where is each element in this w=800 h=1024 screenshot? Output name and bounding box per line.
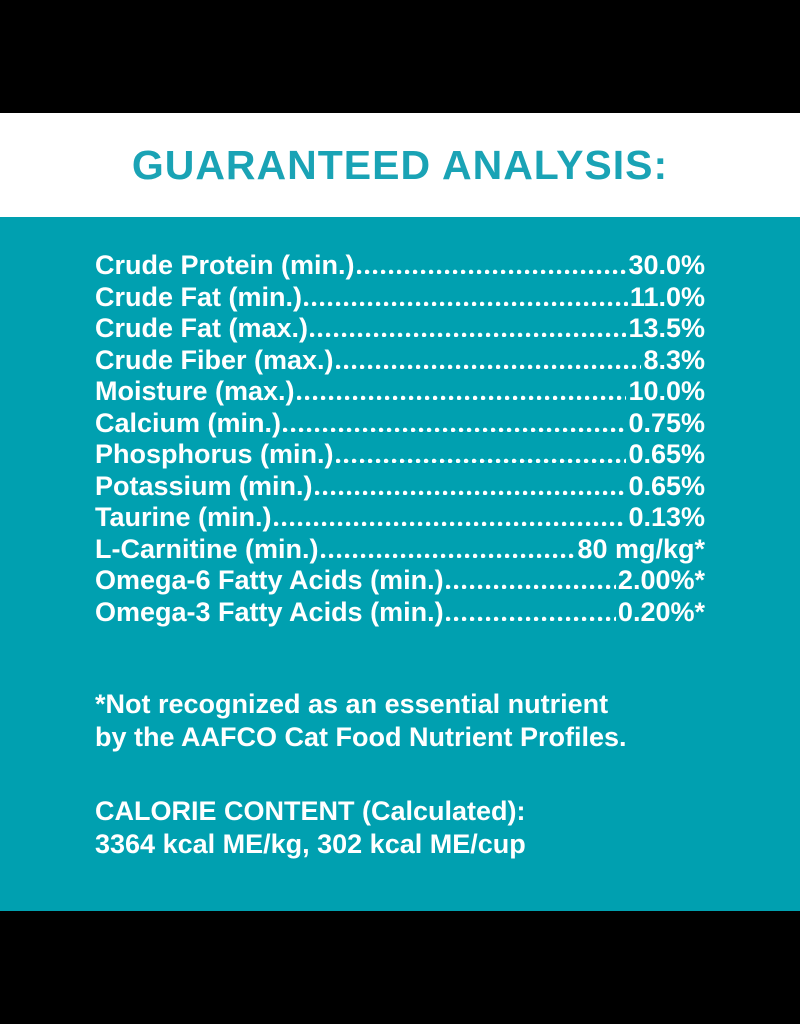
dot-leader bbox=[314, 488, 627, 495]
nutrient-value: 0.20%* bbox=[617, 596, 705, 627]
nutrient-label: Phosphorus (min.) bbox=[95, 439, 334, 469]
bottom-black-bar bbox=[0, 911, 800, 1024]
nutrient-value: 0.65% bbox=[628, 470, 705, 501]
table-row: Omega-6 Fatty Acids (min.) 2.00%* bbox=[95, 565, 705, 597]
calorie-content: CALORIE CONTENT (Calculated): 3364 kcal … bbox=[95, 795, 705, 861]
nutrient-label: Omega-6 Fatty Acids (min.) bbox=[95, 565, 444, 595]
table-row: Phosphorus (min.) 0.65% bbox=[95, 439, 705, 471]
dot-leader bbox=[445, 583, 616, 589]
footnote: *Not recognized as an essential nutrient… bbox=[95, 688, 705, 754]
dot-leader bbox=[320, 551, 576, 558]
nutrient-label: Taurine (min.) bbox=[95, 502, 272, 532]
nutrient-table: Crude Protein (min.) 30.0% Crude Fat (mi… bbox=[95, 250, 705, 628]
nutrient-label: Calcium (min.) bbox=[95, 407, 282, 438]
table-row: Crude Fiber (max.) 8.3% bbox=[95, 345, 705, 377]
footnote-line-1: *Not recognized as an essential nutrient bbox=[95, 689, 609, 719]
nutrient-label: L-Carnitine (min.) bbox=[95, 533, 319, 564]
guaranteed-analysis-title: GUARANTEED ANALYSIS: bbox=[131, 141, 669, 188]
dot-leader bbox=[273, 520, 627, 526]
nutrient-label: Crude Fat (max.) bbox=[95, 313, 309, 343]
nutrient-value: 30.0% bbox=[628, 250, 705, 280]
nutrient-value: 8.3% bbox=[643, 344, 705, 375]
dot-leader bbox=[335, 362, 642, 369]
nutrient-label: Omega-3 Fatty Acids (min.) bbox=[95, 596, 444, 627]
table-row: Omega-3 Fatty Acids (min.) 0.20%* bbox=[95, 597, 705, 629]
dot-leader bbox=[356, 268, 627, 274]
heading-band: GUARANTEED ANALYSIS: bbox=[0, 113, 800, 217]
calorie-values: 3364 kcal ME/kg, 302 kcal ME/cup bbox=[95, 829, 526, 859]
nutrient-value: 13.5% bbox=[628, 313, 705, 343]
nutrient-label: Potassium (min.) bbox=[95, 470, 313, 501]
footnote-line-2: by the AAFCO Cat Food Nutrient Profiles. bbox=[95, 722, 627, 752]
nutrient-value: 11.0% bbox=[629, 281, 705, 312]
table-row: Crude Fat (min.) 11.0% bbox=[95, 282, 705, 314]
table-row: Taurine (min.) 0.13% bbox=[95, 502, 705, 534]
nutrient-value: 2.00%* bbox=[617, 565, 705, 595]
nutrient-value: 80 mg/kg* bbox=[577, 533, 705, 564]
nutrient-value: 0.75% bbox=[628, 407, 705, 438]
nutrient-label: Crude Fiber (max.) bbox=[95, 344, 334, 375]
table-row: Crude Protein (min.) 30.0% bbox=[95, 250, 705, 282]
dot-leader bbox=[335, 457, 627, 463]
dot-leader bbox=[445, 614, 616, 621]
nutrient-label: Moisture (max.) bbox=[95, 376, 295, 406]
table-row: Crude Fat (max.) 13.5% bbox=[95, 313, 705, 345]
analysis-panel: Crude Protein (min.) 30.0% Crude Fat (mi… bbox=[0, 217, 800, 911]
nutrient-value: 0.65% bbox=[628, 439, 705, 469]
dot-leader bbox=[310, 331, 627, 337]
table-row: Moisture (max.) 10.0% bbox=[95, 376, 705, 408]
calorie-heading: CALORIE CONTENT (Calculated): bbox=[95, 796, 526, 826]
table-row: Potassium (min.) 0.65% bbox=[95, 471, 705, 503]
top-black-bar bbox=[0, 0, 800, 113]
table-row: L-Carnitine (min.) 80 mg/kg* bbox=[95, 534, 705, 566]
table-row: Calcium (min.) 0.75% bbox=[95, 408, 705, 440]
nutrient-label: Crude Protein (min.) bbox=[95, 250, 355, 280]
nutrient-value: 10.0% bbox=[628, 376, 705, 406]
dot-leader bbox=[296, 394, 627, 400]
dot-leader bbox=[304, 299, 628, 306]
nutrient-label: Crude Fat (min.) bbox=[95, 281, 302, 312]
dot-leader bbox=[283, 425, 627, 432]
nutrient-value: 0.13% bbox=[628, 502, 705, 532]
